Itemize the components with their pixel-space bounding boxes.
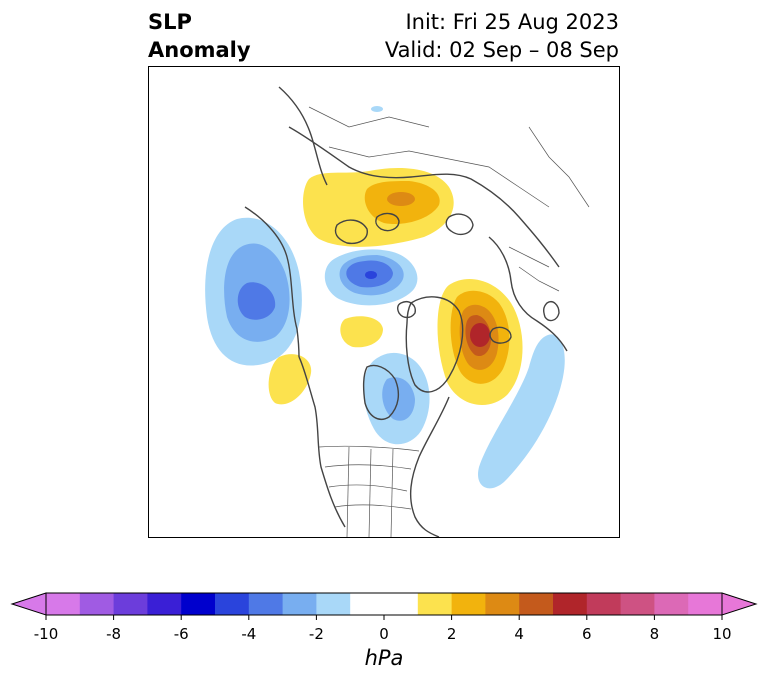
alaska-high: [268, 354, 312, 405]
title-line-2: Anomaly: [148, 38, 251, 62]
colorbar-under-arrow: [10, 592, 47, 616]
colorbar-segment: [451, 593, 486, 615]
colorbar-segment: [417, 593, 453, 615]
arctic-kara-low: [324, 249, 418, 306]
title-line-1: SLP: [148, 10, 192, 34]
colorbar-segment: [485, 593, 520, 615]
colorbar-segment: [586, 593, 622, 615]
colorbar-over-arrow: [721, 592, 758, 616]
colorbar-tick-label: 8: [649, 625, 660, 643]
colorbar: [10, 592, 758, 620]
siberia-high: [303, 168, 454, 247]
valid-date-range-label: Valid: 02 Sep – 08 Sep: [384, 38, 619, 62]
colorbar-unit-label: hPa: [364, 646, 404, 670]
colorbar-segment: [181, 593, 216, 615]
colorbar-segments: [46, 593, 723, 615]
colorbar-segment: [553, 593, 588, 615]
colorbar-segment: [316, 593, 351, 615]
arctic-canada-high: [340, 316, 383, 348]
small-negative-patch: [371, 106, 383, 112]
map-panel: [148, 66, 620, 538]
colorbar-segment: [215, 593, 250, 615]
colorbar-segment: [282, 593, 317, 615]
colorbar-segment: [147, 593, 182, 615]
north-pacific-low: [205, 217, 302, 366]
political-borders: [308, 106, 590, 537]
anomaly-map: [149, 67, 619, 537]
colorbar-tick-label: -4: [241, 625, 257, 643]
colorbar-tick-label: -10: [33, 625, 59, 643]
north-atlantic-low: [478, 334, 565, 489]
colorbar-tick-label: -6: [173, 625, 189, 643]
colorbar-segment: [248, 593, 284, 615]
map-date-info: Init: Fri 25 Aug 2023 Valid: 02 Sep – 08…: [385, 8, 619, 64]
colorbar-segment: [688, 593, 723, 615]
colorbar-segment: [79, 593, 115, 615]
colorbar-tick-label: 4: [514, 625, 524, 643]
colorbar-ticks: [45, 615, 723, 620]
colorbar-tick-label: -8: [106, 625, 122, 643]
init-date-label: Init: Fri 25 Aug 2023: [405, 10, 619, 34]
colorbar-tick-label: 10: [712, 625, 732, 643]
colorbar-segment: [113, 593, 148, 615]
colorbar-segment: [654, 593, 689, 615]
colorbar-tick-label: 2: [446, 625, 457, 643]
colorbar-segment: [350, 593, 385, 615]
colorbar-segment: [620, 593, 655, 615]
colorbar-tick-label: 0: [379, 625, 389, 643]
colorbar-segment: [519, 593, 554, 615]
colorbar-segment: [46, 593, 81, 615]
colorbar-tick-label: 6: [582, 625, 592, 643]
colorbar-segment: [384, 593, 419, 615]
colorbar-tick-label: -2: [308, 625, 324, 643]
coastlines: [244, 86, 568, 537]
map-title: SLP Anomaly: [148, 8, 251, 64]
